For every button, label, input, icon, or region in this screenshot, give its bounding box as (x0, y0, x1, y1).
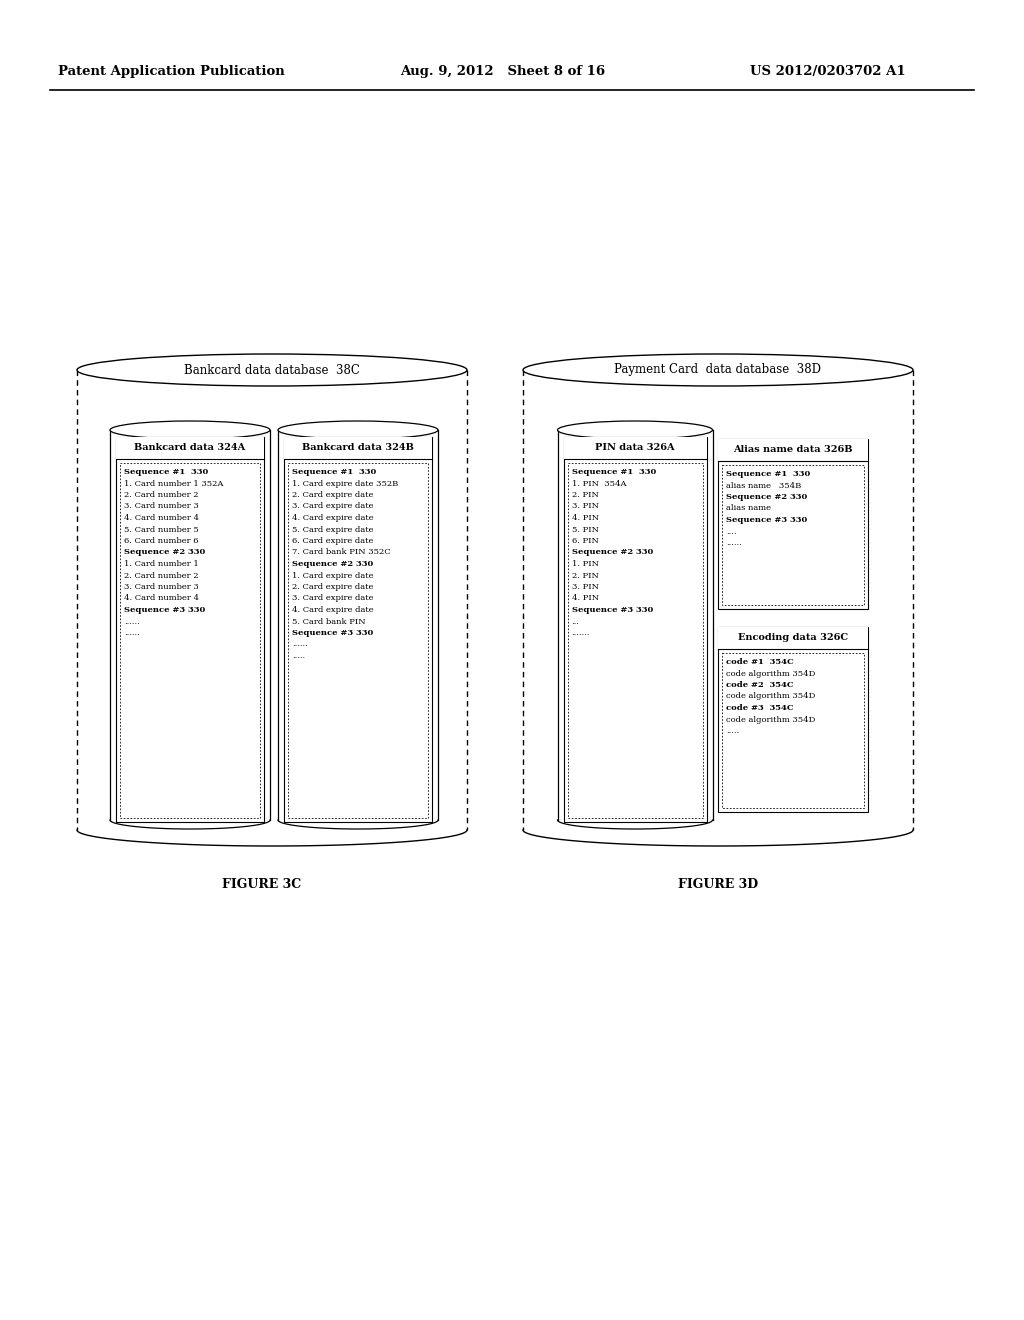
Text: Aug. 9, 2012   Sheet 8 of 16: Aug. 9, 2012 Sheet 8 of 16 (400, 66, 605, 78)
Text: code #3  354C: code #3 354C (726, 704, 794, 711)
Bar (77, 370, 467, 830)
Bar (718, 627, 868, 649)
Text: ......: ...... (292, 640, 308, 648)
Text: 3. PIN: 3. PIN (571, 503, 598, 511)
Text: 3. Card expire date: 3. Card expire date (292, 594, 374, 602)
Text: 5. PIN: 5. PIN (571, 525, 598, 533)
Text: FIGURE 3C: FIGURE 3C (222, 879, 302, 891)
Bar (288, 463, 428, 818)
Text: 2. Card expire date: 2. Card expire date (292, 583, 374, 591)
Text: 2. Card number 2: 2. Card number 2 (124, 491, 199, 499)
Text: US 2012/0203702 A1: US 2012/0203702 A1 (750, 66, 905, 78)
Text: 4. Card expire date: 4. Card expire date (292, 606, 374, 614)
Text: 4. PIN: 4. PIN (571, 594, 599, 602)
Text: ......: ...... (124, 618, 139, 626)
Text: Sequence #2 330: Sequence #2 330 (292, 560, 374, 568)
Bar (718, 440, 868, 609)
Text: 5. Card expire date: 5. Card expire date (292, 525, 374, 533)
Text: 7. Card bank PIN 352C: 7. Card bank PIN 352C (292, 549, 390, 557)
Text: Sequence #1  330: Sequence #1 330 (124, 469, 208, 477)
Text: 4. Card number 4: 4. Card number 4 (124, 594, 199, 602)
Ellipse shape (77, 354, 467, 385)
Text: code algorithm 354D: code algorithm 354D (726, 715, 815, 723)
Text: Sequence #3 330: Sequence #3 330 (124, 606, 205, 614)
Bar (718, 627, 868, 812)
Text: 6. PIN: 6. PIN (571, 537, 598, 545)
Text: ....: .... (726, 528, 736, 536)
Bar (284, 437, 432, 822)
Bar (722, 465, 864, 605)
Text: Sequence #3 330: Sequence #3 330 (571, 606, 652, 614)
Text: 3. Card number 3: 3. Card number 3 (124, 583, 199, 591)
Text: Sequence #2 330: Sequence #2 330 (571, 549, 652, 557)
Bar (718, 440, 868, 461)
Bar (563, 437, 707, 822)
Text: .....: ..... (726, 727, 739, 735)
Bar (120, 463, 260, 818)
Text: 2. PIN: 2. PIN (571, 572, 598, 579)
Text: 6. Card expire date: 6. Card expire date (292, 537, 374, 545)
Text: 1. Card expire date: 1. Card expire date (292, 572, 374, 579)
Text: Bankcard data database  38C: Bankcard data database 38C (184, 363, 360, 376)
Text: alias name   354B: alias name 354B (726, 482, 801, 490)
Bar (557, 430, 713, 820)
Text: 3. PIN: 3. PIN (571, 583, 598, 591)
Text: 2. PIN: 2. PIN (571, 491, 598, 499)
Text: 4. Card number 4: 4. Card number 4 (124, 513, 199, 521)
Bar (722, 653, 864, 808)
Bar (523, 370, 913, 830)
Text: 2. Card number 2: 2. Card number 2 (124, 572, 199, 579)
Text: 4. Card expire date: 4. Card expire date (292, 513, 374, 521)
Text: code algorithm 354D: code algorithm 354D (726, 693, 815, 701)
Text: 4. PIN: 4. PIN (571, 513, 599, 521)
Text: 5. Card bank PIN: 5. Card bank PIN (292, 618, 366, 626)
Text: Bankcard data 324A: Bankcard data 324A (134, 444, 246, 453)
Text: 2. Card expire date: 2. Card expire date (292, 491, 374, 499)
Text: .....: ..... (292, 652, 305, 660)
Bar (110, 430, 270, 820)
Text: code algorithm 354D: code algorithm 354D (726, 669, 815, 677)
Text: 6. Card number 6: 6. Card number 6 (124, 537, 199, 545)
Text: Sequence #3 330: Sequence #3 330 (726, 516, 807, 524)
Text: ......: ...... (726, 539, 741, 546)
Text: Encoding data 326C: Encoding data 326C (738, 634, 848, 643)
Text: Patent Application Publication: Patent Application Publication (58, 66, 285, 78)
Text: PIN data 326A: PIN data 326A (595, 444, 675, 453)
Ellipse shape (557, 421, 713, 440)
Text: Sequence #2 330: Sequence #2 330 (726, 492, 807, 502)
Text: Sequence #2 330: Sequence #2 330 (124, 549, 205, 557)
Text: 3. Card expire date: 3. Card expire date (292, 503, 374, 511)
Text: 1. Card number 1: 1. Card number 1 (124, 560, 199, 568)
Text: 1. PIN  354A: 1. PIN 354A (571, 479, 626, 487)
Text: ......: ...... (124, 630, 139, 638)
Text: .......: ....... (571, 630, 590, 638)
Text: Sequence #1  330: Sequence #1 330 (292, 469, 376, 477)
Text: code #1  354C: code #1 354C (726, 657, 794, 667)
Text: Payment Card  data database  38D: Payment Card data database 38D (614, 363, 821, 376)
Text: Sequence #3 330: Sequence #3 330 (292, 630, 374, 638)
Text: 3. Card number 3: 3. Card number 3 (124, 503, 199, 511)
Ellipse shape (523, 354, 913, 385)
Text: Bankcard data 324B: Bankcard data 324B (302, 444, 414, 453)
Text: 5. Card number 5: 5. Card number 5 (124, 525, 199, 533)
Ellipse shape (278, 421, 438, 440)
Text: ...: ... (571, 618, 580, 626)
Text: Sequence #1  330: Sequence #1 330 (726, 470, 810, 478)
Text: 1. Card number 1 352A: 1. Card number 1 352A (124, 479, 223, 487)
Bar (278, 430, 438, 820)
Ellipse shape (110, 421, 270, 440)
Text: FIGURE 3D: FIGURE 3D (678, 879, 758, 891)
Text: alias name: alias name (726, 504, 771, 512)
Bar (563, 437, 707, 459)
Text: code #2  354C: code #2 354C (726, 681, 794, 689)
Bar (116, 437, 264, 459)
Bar (116, 437, 264, 822)
Text: Alias name data 326B: Alias name data 326B (733, 446, 853, 454)
Text: 1. Card expire date 352B: 1. Card expire date 352B (292, 479, 398, 487)
Bar (284, 437, 432, 459)
Bar (567, 463, 702, 818)
Text: 1. PIN: 1. PIN (571, 560, 598, 568)
Text: Sequence #1  330: Sequence #1 330 (571, 469, 655, 477)
